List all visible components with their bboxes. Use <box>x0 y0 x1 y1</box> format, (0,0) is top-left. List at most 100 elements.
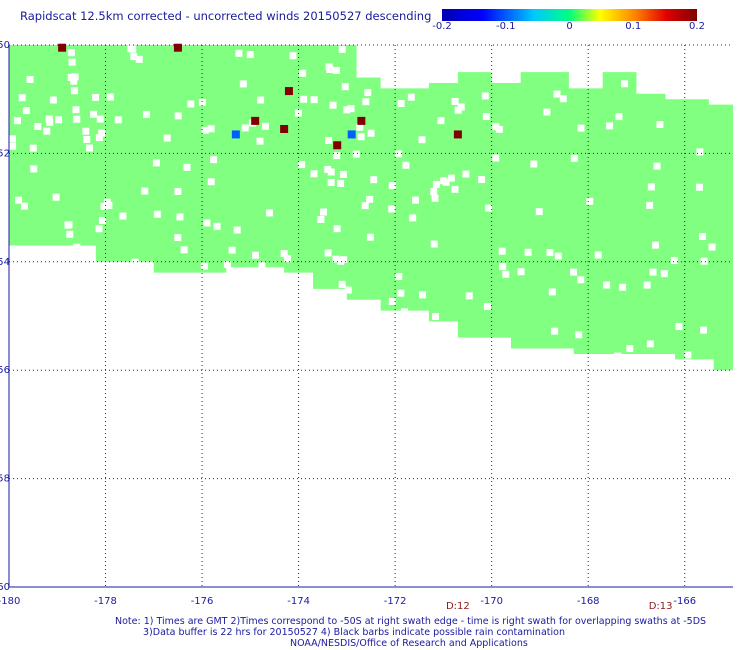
missing-cell <box>338 280 346 288</box>
missing-cell <box>298 161 306 169</box>
missing-cell <box>366 195 374 203</box>
missing-cell <box>356 123 364 131</box>
x-tick-label: -172 <box>384 596 407 607</box>
missing-cell <box>198 98 206 106</box>
missing-cell <box>324 165 332 173</box>
missing-cell <box>130 53 138 61</box>
missing-cell <box>289 52 297 60</box>
missing-cell <box>201 126 209 134</box>
missing-cell <box>649 268 657 276</box>
positive-diff-cell <box>453 130 462 139</box>
missing-cell <box>55 116 63 124</box>
missing-cell <box>495 125 503 133</box>
missing-cell <box>397 100 405 108</box>
missing-cell <box>280 249 288 257</box>
missing-cell <box>483 303 491 311</box>
missing-cell <box>700 326 708 334</box>
missing-cell <box>320 208 328 216</box>
missing-cell <box>30 165 38 173</box>
colorbar-tick-label: 0 <box>566 21 573 32</box>
missing-cell <box>370 176 378 184</box>
plot-area: -180 -178 -176 -174 -172 -170 -168 -166 -50 -52 -5… <box>0 40 733 610</box>
missing-cell <box>548 288 556 296</box>
missing-cell <box>213 222 221 230</box>
missing-cell <box>551 327 559 335</box>
missing-cell <box>646 201 654 209</box>
y-tick-label: -50 <box>0 40 10 51</box>
positive-diff-cell <box>58 43 67 52</box>
missing-cell <box>708 243 716 251</box>
missing-cell <box>310 170 318 178</box>
missing-cell <box>603 281 611 289</box>
missing-cell <box>310 96 318 104</box>
missing-cell <box>577 276 585 284</box>
missing-cell <box>570 268 578 276</box>
missing-cell <box>626 345 634 353</box>
missing-cell <box>430 240 438 248</box>
missing-cell <box>502 270 510 278</box>
missing-cell <box>401 308 409 316</box>
colorbar-tick-label: -0.1 <box>495 21 516 32</box>
missing-cell <box>52 193 60 201</box>
missing-cell <box>543 108 551 116</box>
chart-title: Rapidscat 12.5km corrected - uncorrected… <box>20 9 432 23</box>
missing-cell <box>570 154 578 162</box>
note-line-3: NOAA/NESDIS/Office of Research and Appli… <box>290 638 528 649</box>
missing-cell <box>696 148 704 156</box>
missing-cell <box>647 183 655 191</box>
missing-cell <box>29 144 37 152</box>
missing-cell <box>397 289 405 297</box>
missing-cell <box>451 185 459 193</box>
missing-cell <box>64 221 72 229</box>
missing-cell <box>90 110 98 118</box>
missing-cell <box>517 268 525 276</box>
y-tick-label: -54 <box>0 257 10 268</box>
missing-cell <box>462 170 470 178</box>
missing-cell <box>100 202 108 210</box>
missing-cell <box>15 196 23 204</box>
missing-cell <box>114 116 122 124</box>
missing-cell <box>187 100 195 108</box>
missing-cell <box>152 159 160 167</box>
missing-cell <box>92 93 100 101</box>
missing-cell <box>614 352 622 360</box>
missing-cell <box>95 225 103 233</box>
missing-cell <box>203 219 211 227</box>
missing-cell <box>72 106 80 114</box>
missing-cell <box>183 163 191 171</box>
missing-cell <box>447 174 455 182</box>
missing-cell <box>432 180 440 188</box>
missing-cell <box>343 106 351 114</box>
missing-cell <box>402 161 410 169</box>
x-tick-label: -176 <box>191 596 214 607</box>
missing-cell <box>478 176 486 184</box>
missing-cell <box>465 292 473 300</box>
missing-cell <box>344 286 352 294</box>
missing-cell <box>235 49 243 57</box>
missing-cell <box>451 97 459 105</box>
note-line-2: 3)Data buffer is 22 hrs for 20150527 4) … <box>143 627 565 638</box>
missing-cell <box>347 105 355 113</box>
missing-cell <box>49 96 57 104</box>
positive-diff-cell <box>333 141 342 150</box>
missing-cell <box>251 251 259 259</box>
missing-cell <box>699 233 707 241</box>
missing-cell <box>239 80 247 88</box>
y-tick-label: -56 <box>0 365 10 376</box>
missing-cell <box>439 177 447 185</box>
missing-cell <box>70 87 78 95</box>
colorbar-tick-label: -0.2 <box>432 21 452 32</box>
missing-cell <box>256 137 264 145</box>
colorbar-tick-label: 0.2 <box>689 21 705 32</box>
missing-cell <box>73 115 81 123</box>
x-tick-label: -180 <box>0 596 20 607</box>
missing-cell <box>73 243 81 251</box>
missing-cell <box>535 208 543 216</box>
missing-cell <box>66 230 74 238</box>
missing-cell <box>246 51 254 59</box>
x-tick-label: -168 <box>577 596 600 607</box>
missing-cell <box>606 122 614 130</box>
missing-cell <box>200 262 208 270</box>
missing-cell <box>646 340 654 348</box>
missing-cell <box>329 101 337 109</box>
